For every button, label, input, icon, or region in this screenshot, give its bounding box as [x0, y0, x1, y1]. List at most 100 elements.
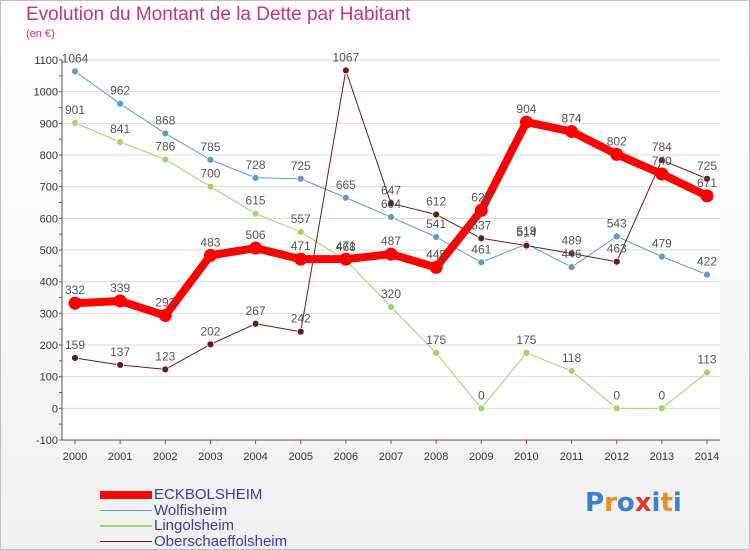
- data-label: 625: [471, 190, 491, 204]
- data-label: 159: [65, 338, 85, 352]
- data-label: 615: [246, 194, 266, 208]
- data-label: 175: [516, 333, 536, 347]
- logo-letter: i: [672, 488, 682, 518]
- data-point: [294, 252, 308, 266]
- data-point: [296, 228, 305, 236]
- data-label: 725: [697, 159, 717, 173]
- data-point: [116, 138, 125, 146]
- chart-legend: ECKBOLSHEIM Wolfisheim Lingolsheim Oberscha…: [100, 487, 287, 549]
- proxiti-logo: Proxiti: [585, 488, 682, 518]
- data-label: 728: [246, 158, 266, 172]
- logo-letter: o: [616, 488, 635, 518]
- data-label: 468: [336, 240, 356, 254]
- data-label: 332: [65, 283, 85, 297]
- legend-item: ECKBOLSHEIM: [100, 487, 287, 503]
- x-tick-label: 2008: [424, 451, 448, 463]
- data-label: 841: [110, 122, 130, 136]
- y-tick-label: 800: [40, 150, 58, 162]
- data-point: [251, 173, 260, 182]
- data-label: 175: [426, 333, 446, 347]
- data-label: 339: [110, 281, 130, 295]
- data-label: 242: [291, 312, 311, 326]
- data-label: 725: [291, 159, 311, 173]
- data-point: [477, 404, 486, 413]
- chart-subtitle: (en €): [26, 28, 55, 40]
- data-point: [206, 340, 215, 349]
- data-point: [251, 319, 260, 328]
- data-point: [158, 309, 172, 323]
- x-tick-label: 2012: [604, 451, 628, 463]
- legend-label: ECKBOLSHEIM: [154, 486, 263, 504]
- data-point: [384, 247, 398, 261]
- data-point: [703, 174, 711, 183]
- data-label: 543: [607, 216, 627, 230]
- data-label: 137: [110, 345, 130, 359]
- data-point: [71, 354, 79, 362]
- data-label: 868: [155, 113, 175, 127]
- logo-letter: P: [585, 488, 605, 518]
- x-tick-label: 2006: [334, 451, 358, 463]
- data-point: [116, 99, 125, 108]
- y-tick-label: 300: [40, 308, 58, 320]
- y-tick-label: 700: [40, 182, 58, 194]
- y-tick-label: 0: [52, 403, 58, 415]
- data-point: [251, 209, 260, 218]
- data-label: 461: [471, 242, 491, 256]
- data-point: [339, 252, 353, 266]
- x-tick-label: 2009: [469, 451, 493, 463]
- data-point: [610, 147, 624, 161]
- legend-label: Wolfisheim: [154, 501, 228, 519]
- data-label: 483: [200, 235, 220, 249]
- y-tick-label: 1100: [34, 55, 58, 67]
- data-label: 479: [652, 237, 672, 251]
- data-point: [522, 241, 531, 250]
- data-point: [477, 234, 486, 243]
- data-point: [116, 361, 125, 369]
- data-label: 202: [200, 324, 220, 338]
- data-label: 506: [246, 228, 266, 242]
- chart-title: Evolution du Montant de la Dette par Hab…: [26, 4, 411, 25]
- logo-letter: x: [634, 488, 652, 518]
- logo-letter: t: [660, 488, 673, 518]
- data-point: [703, 368, 711, 377]
- data-label: 784: [652, 140, 672, 154]
- data-point: [612, 257, 621, 266]
- data-label: 700: [200, 167, 220, 181]
- y-tick-label: 200: [40, 340, 58, 352]
- data-point: [432, 233, 441, 241]
- data-point: [71, 67, 79, 76]
- data-point: [341, 66, 350, 75]
- data-label: 874: [562, 112, 582, 126]
- data-label: 785: [200, 140, 220, 154]
- data-label: 118: [562, 351, 581, 365]
- data-point: [567, 367, 576, 375]
- data-label: 519: [516, 224, 536, 238]
- y-tick-label: 400: [40, 277, 58, 289]
- legend-item: Oberschaeffolsheim: [100, 534, 287, 550]
- data-point: [700, 189, 714, 203]
- data-point: [249, 241, 263, 255]
- data-point: [432, 210, 441, 219]
- y-tick-label: 1000: [34, 87, 58, 99]
- data-label: 1067: [333, 50, 360, 64]
- data-label: 487: [381, 234, 401, 248]
- data-point: [71, 119, 79, 127]
- data-label: 445: [426, 247, 446, 261]
- data-label: 320: [381, 287, 401, 301]
- legend-item: Wolfisheim: [100, 503, 287, 519]
- data-point: [387, 303, 395, 311]
- x-tick-label: 2007: [379, 451, 403, 463]
- data-point: [567, 249, 576, 258]
- data-label: 0: [478, 388, 485, 402]
- legend-swatch: [100, 540, 152, 542]
- data-label: 446: [562, 247, 582, 261]
- data-label: 962: [110, 84, 130, 98]
- data-point: [474, 203, 488, 217]
- x-tick-label: 2000: [63, 451, 87, 463]
- data-label: 802: [607, 134, 627, 148]
- data-point: [477, 258, 486, 267]
- data-label: 489: [562, 233, 582, 247]
- data-label: 422: [697, 255, 717, 269]
- data-point: [161, 155, 170, 164]
